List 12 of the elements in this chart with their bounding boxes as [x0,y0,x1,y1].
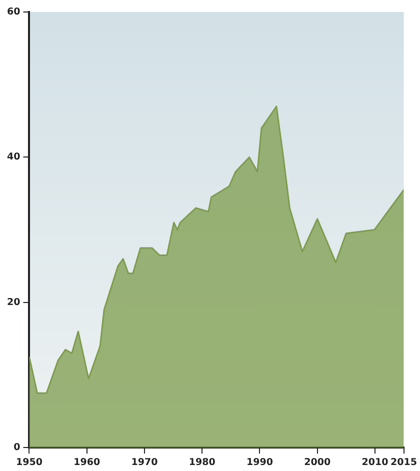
y-tick-label: 60 [6,6,21,18]
y-tick-label: 0 [14,442,21,454]
y-tick-label: 20 [6,296,21,308]
x-tick-label: 2010 [362,456,389,468]
x-tick-label: 1970 [131,456,158,468]
x-tick-label: 1950 [16,456,43,468]
y-tick-label: 40 [6,152,21,163]
x-tick-label: 2015 [390,456,418,468]
x-tick-label: 1980 [188,456,216,468]
x-tick-label: 2000 [304,456,331,468]
x-tick-label: 1990 [246,456,274,468]
x-tick-label: 1960 [74,456,100,468]
